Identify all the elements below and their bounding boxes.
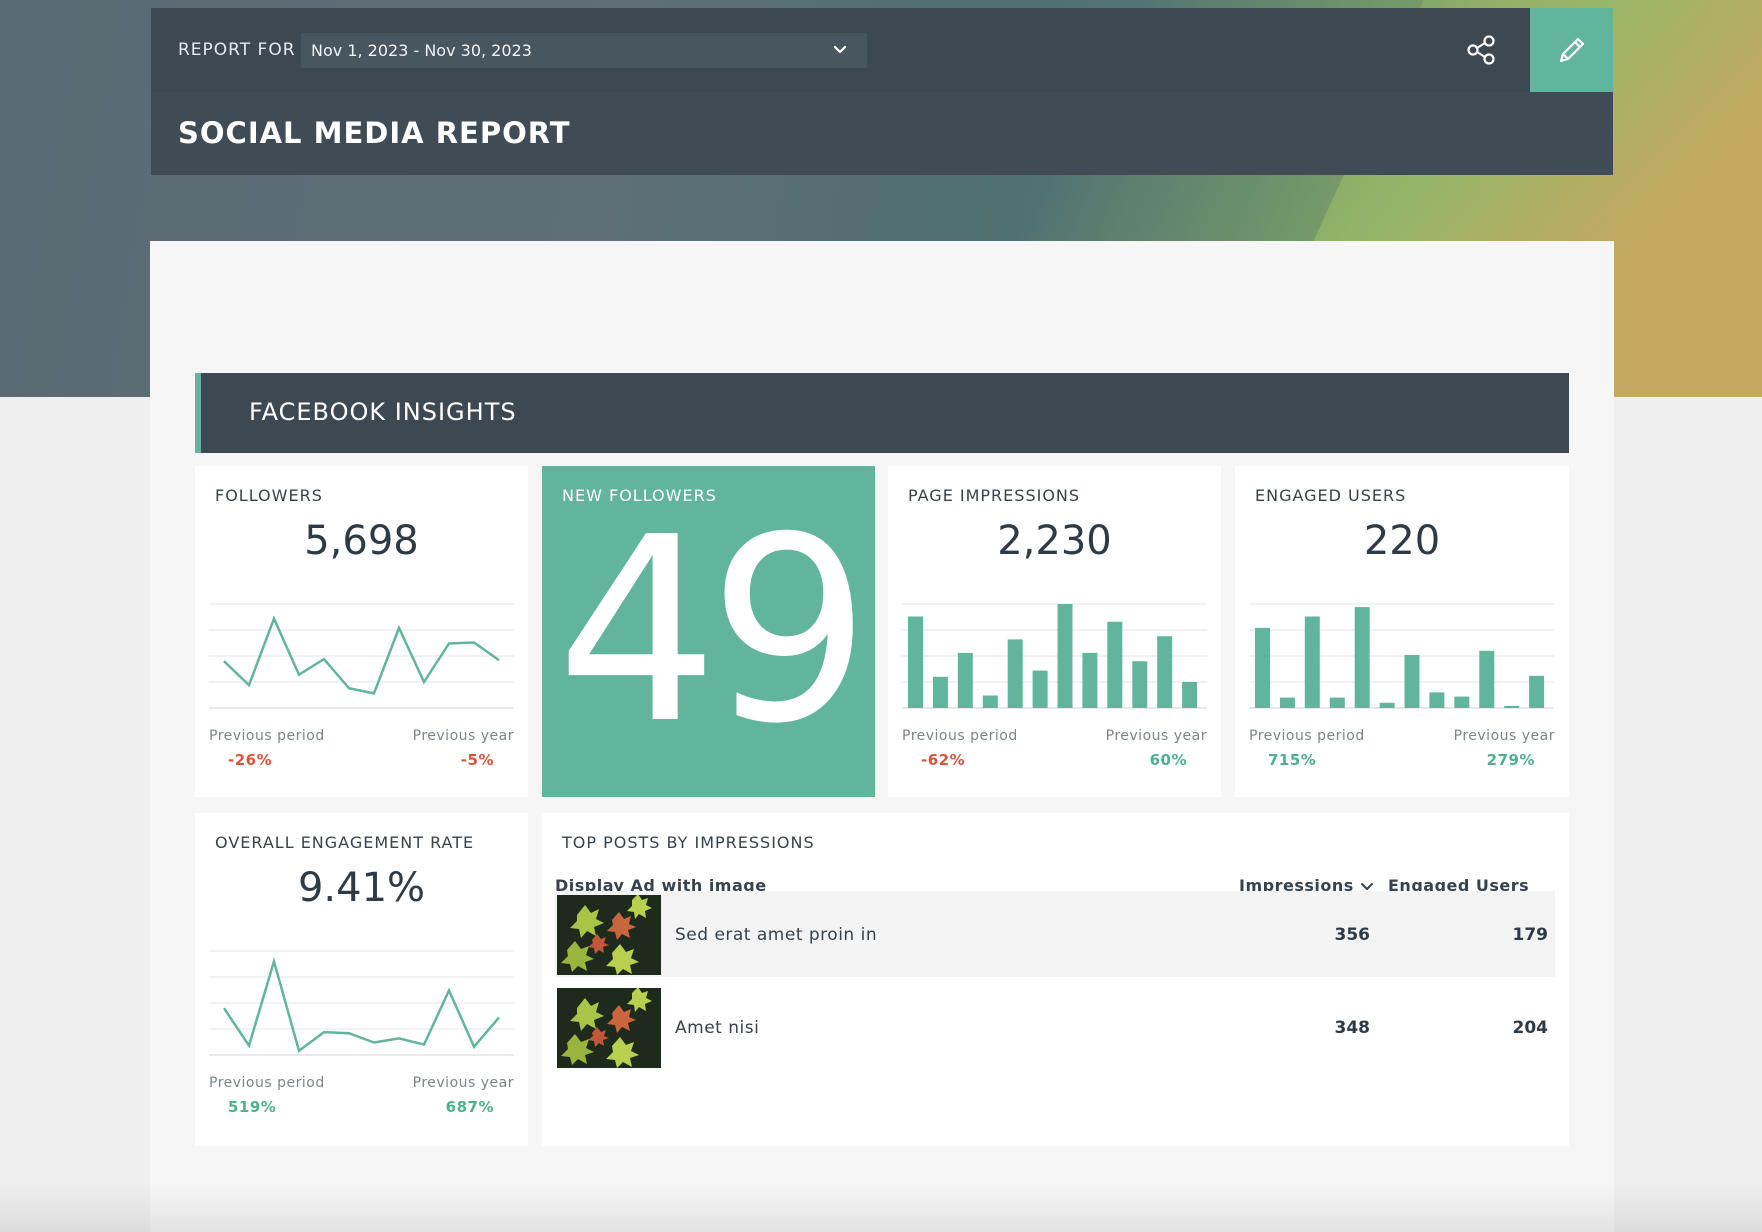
report-for-label: REPORT FOR (178, 40, 296, 60)
previous-year-label: Previous year (1105, 728, 1207, 744)
section-title: FACEBOOK INSIGHTS (249, 398, 517, 426)
table-row[interactable]: Amet nisi 348 204 (555, 984, 1555, 1070)
bar (1429, 692, 1445, 708)
date-range-select[interactable]: Nov 1, 2023 - Nov 30, 2023 (301, 33, 867, 68)
bar (1157, 636, 1173, 708)
card-title: TOP POSTS BY IMPRESSIONS (562, 833, 815, 852)
column-header-engaged-users[interactable]: Engaged Users (1388, 876, 1530, 895)
engagement-rate-card[interactable]: OVERALL ENGAGEMENT RATE 9.41% Previous p… (195, 813, 528, 1146)
post-impressions: 356 (1334, 925, 1371, 945)
previous-year-change: 60% (1149, 751, 1187, 769)
bar (1304, 616, 1320, 708)
bar (1032, 670, 1048, 708)
bar (1354, 607, 1370, 708)
post-impressions: 348 (1334, 1018, 1371, 1038)
bar (1082, 652, 1098, 708)
previous-year-change: 687% (445, 1098, 494, 1116)
report-title-bar: SOCIAL MEDIA REPORT (151, 92, 1613, 175)
leaf-image-icon (557, 988, 661, 1068)
post-engaged-users: 179 (1512, 925, 1549, 945)
pencil-icon (1559, 37, 1585, 63)
column-header-post: Display Ad with image (555, 876, 767, 895)
bar (1279, 697, 1295, 708)
bar (1132, 661, 1148, 708)
previous-period-change: 715% (1268, 751, 1317, 769)
new-followers-card[interactable]: NEW FOLLOWERS 49 (542, 466, 875, 797)
card-title: FOLLOWERS (215, 486, 323, 505)
post-text: Sed erat amet proin in (675, 925, 878, 945)
date-range-value: Nov 1, 2023 - Nov 30, 2023 (311, 41, 532, 60)
followers-trend-chart (209, 603, 514, 709)
card-title: NEW FOLLOWERS (562, 486, 717, 505)
trend-line (223, 615, 500, 695)
previous-year-change: 279% (1486, 751, 1535, 769)
previous-period-label: Previous period (1249, 728, 1365, 744)
previous-period-label: Previous period (902, 728, 1018, 744)
page-title: SOCIAL MEDIA REPORT (178, 116, 571, 150)
previous-year-label: Previous year (412, 728, 514, 744)
previous-period-change: -62% (921, 751, 966, 769)
previous-period-label: Previous period (209, 1075, 325, 1091)
previous-year-change: -5% (460, 751, 494, 769)
post-text: Amet nisi (675, 1018, 760, 1038)
post-engaged-users: 204 (1512, 1018, 1549, 1038)
page-impressions-bar-chart (902, 603, 1207, 709)
share-icon (1467, 35, 1495, 65)
card-title: ENGAGED USERS (1255, 486, 1407, 505)
followers-card[interactable]: FOLLOWERS 5,698 Previous period Previous… (195, 466, 528, 797)
column-header-impressions-label: Impressions (1239, 876, 1354, 895)
card-value: 5,698 (304, 518, 419, 564)
page-impressions-card[interactable]: PAGE IMPRESSIONS 2,230 Previous period P… (888, 466, 1221, 797)
report-toolbar: REPORT FOR Nov 1, 2023 - Nov 30, 2023 (151, 8, 1530, 92)
bar (1404, 655, 1420, 708)
previous-period-change: 519% (228, 1098, 277, 1116)
bar (1007, 639, 1023, 708)
bar (908, 616, 923, 708)
bar (1182, 682, 1198, 708)
bar (1255, 627, 1270, 708)
bar (932, 676, 948, 708)
table-row[interactable]: Sed erat amet proin in 356 179 (555, 891, 1555, 977)
report-header: REPORT FOR Nov 1, 2023 - Nov 30, 2023 SO… (151, 8, 1613, 175)
bar (1107, 621, 1123, 708)
sort-chevron-down-icon (1360, 882, 1373, 890)
previous-year-label: Previous year (412, 1075, 514, 1091)
engaged-users-bar-chart (1249, 603, 1554, 709)
previous-period-change: -26% (228, 751, 273, 769)
card-value: 49 (556, 483, 870, 780)
post-thumbnail (557, 988, 661, 1068)
section-header: FACEBOOK INSIGHTS (195, 373, 1569, 453)
column-header-impressions[interactable]: Impressions (1239, 876, 1374, 895)
card-value: 2,230 (997, 518, 1112, 564)
bar (1329, 697, 1345, 708)
edit-button[interactable] (1530, 8, 1613, 92)
bar (1379, 702, 1395, 708)
bar (982, 695, 998, 708)
bar (1529, 675, 1545, 708)
bar (1504, 705, 1520, 708)
engagement-rate-trend-chart (209, 950, 514, 1056)
share-button[interactable] (1461, 30, 1501, 70)
card-title: PAGE IMPRESSIONS (908, 486, 1081, 505)
card-value: 9.41% (297, 865, 426, 911)
bar (1479, 650, 1495, 708)
leaf-image-icon (557, 895, 661, 975)
card-title: OVERALL ENGAGEMENT RATE (215, 833, 475, 852)
previous-period-label: Previous period (209, 728, 325, 744)
top-posts-card: TOP POSTS BY IMPRESSIONS Display Ad with… (542, 813, 1569, 1146)
trend-line (222, 956, 500, 1053)
bar (1454, 696, 1470, 708)
engaged-users-card[interactable]: ENGAGED USERS 220 Previous period Previo… (1235, 466, 1569, 797)
card-value: 220 (1363, 518, 1441, 564)
post-thumbnail (557, 895, 661, 975)
bar (1057, 604, 1073, 708)
previous-year-label: Previous year (1453, 728, 1555, 744)
bar (957, 652, 973, 708)
chevron-down-icon (833, 45, 847, 54)
